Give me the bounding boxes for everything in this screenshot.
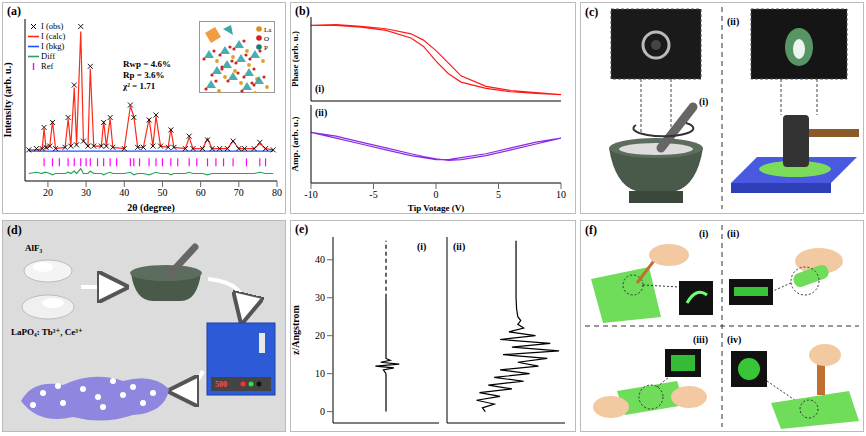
svg-text:30: 30 [315, 292, 325, 303]
svg-text:Phase (arb. u.): Phase (arb. u.) [291, 31, 300, 87]
svg-text:10: 10 [556, 189, 566, 200]
svg-text:0: 0 [434, 189, 439, 200]
html-text:I (calc): I (calc) [41, 31, 66, 41]
svg-text:La: La [264, 26, 272, 34]
svg-text:50: 50 [157, 187, 167, 198]
html-text:Rp = 3.6%: Rp = 3.6% [123, 70, 165, 80]
html-text:χ² = 1.71: χ² = 1.71 [123, 81, 156, 91]
svg-text:60: 60 [196, 187, 206, 198]
html-text:(e): (e) [295, 222, 309, 236]
svg-text:20: 20 [315, 330, 325, 341]
svg-text:70: 70 [234, 187, 244, 198]
html-text:I (bkg): I (bkg) [41, 41, 65, 51]
html-text:Diff: Diff [41, 51, 55, 61]
html-text:(i): (i) [417, 241, 427, 252]
svg-text:10: 10 [315, 368, 325, 379]
html-text:(ii): (ii) [315, 107, 328, 118]
svg-text:(i): (i) [699, 228, 708, 240]
svg-text:(c): (c) [585, 5, 598, 19]
html-text:(b): (b) [295, 4, 310, 18]
svg-text:-5: -5 [369, 189, 377, 200]
svg-text:z/Angstrom: z/Angstrom [291, 304, 301, 354]
svg-text:(iv): (iv) [727, 334, 741, 346]
svg-text:(f): (f) [585, 223, 597, 237]
svg-text:Intensity (arb. u.): Intensity (arb. u.) [3, 62, 14, 137]
svg-text:5: 5 [496, 189, 501, 200]
svg-text:(i): (i) [699, 96, 708, 108]
svg-text:Amp. (arb. u.): Amp. (arb. u.) [291, 117, 300, 172]
svg-text:40: 40 [315, 254, 325, 265]
svg-text:30: 30 [81, 187, 91, 198]
svg-text:Tip Votage (V): Tip Votage (V) [408, 203, 464, 213]
svg-text:O: O [264, 35, 269, 43]
svg-text:LaPO₄: Tb³⁺, Ce³⁺: LaPO₄: Tb³⁺, Ce³⁺ [11, 327, 83, 337]
svg-text:80: 80 [272, 187, 282, 198]
html-text:(ii): (ii) [453, 241, 466, 252]
svg-text:2θ (degree): 2θ (degree) [127, 202, 175, 213]
svg-text:(iii): (iii) [693, 334, 708, 346]
svg-text:(ii): (ii) [727, 228, 739, 240]
svg-text:500: 500 [215, 380, 227, 389]
html-text:Ref: Ref [41, 61, 54, 71]
svg-text:(d): (d) [7, 223, 22, 237]
html-text:Rwp = 4.6%: Rwp = 4.6% [123, 59, 171, 69]
svg-text:40: 40 [119, 187, 129, 198]
svg-text:-10: -10 [304, 189, 317, 200]
svg-text:20: 20 [43, 187, 53, 198]
svg-text:P: P [264, 44, 268, 52]
svg-text:0: 0 [320, 406, 325, 417]
svg-text:AlF₃: AlF₃ [25, 243, 42, 253]
html-text:(a): (a) [7, 4, 21, 18]
html-text:I (obs): I (obs) [41, 21, 64, 31]
svg-text:(ii): (ii) [727, 16, 739, 28]
html-text:(i): (i) [315, 83, 325, 94]
